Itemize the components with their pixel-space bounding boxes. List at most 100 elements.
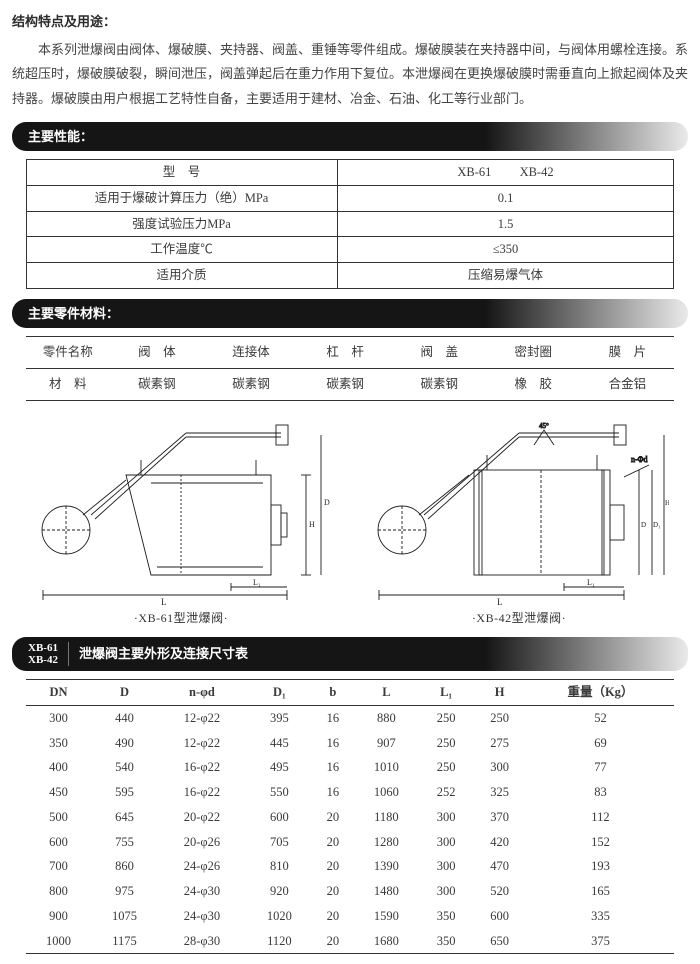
- dims-cell: 12-φ22: [158, 731, 247, 756]
- dims-cell: 755: [92, 830, 158, 855]
- dims-header-cell: DN: [26, 680, 92, 706]
- dims-cell: 350: [26, 731, 92, 756]
- dims-cell: 250: [419, 731, 473, 756]
- dims-header-cell: b: [312, 680, 353, 706]
- dims-cell: 800: [26, 879, 92, 904]
- parts-row2-label: 材 料: [26, 369, 110, 401]
- dims-body: 30044012-φ22395168802502505235049012-φ22…: [26, 705, 675, 954]
- table-row: 60075520-φ26705201280300420152: [26, 830, 675, 855]
- dims-cell: 1180: [353, 805, 419, 830]
- dims-cell: 250: [419, 705, 473, 730]
- dims-cell: 300: [473, 755, 527, 780]
- dims-cell: 16: [312, 780, 353, 805]
- parts-cell: 膜 片: [580, 337, 674, 369]
- dims-cell: 810: [246, 854, 312, 879]
- dims-cell: 370: [473, 805, 527, 830]
- svg-text:45°: 45°: [539, 422, 549, 430]
- dims-cell: 300: [419, 854, 473, 879]
- dims-cell: 490: [92, 731, 158, 756]
- dims-cell: 1020: [246, 904, 312, 929]
- dims-cell: 28-φ30: [158, 929, 247, 954]
- diagram-xb61-caption: ·XB-61型泄爆阀·: [26, 609, 336, 627]
- diagram-xb42-caption: ·XB-42型泄爆阀·: [364, 609, 674, 627]
- dims-cell: 16-φ22: [158, 755, 247, 780]
- dims-cell: 300: [419, 805, 473, 830]
- dims-cell: 335: [526, 904, 674, 929]
- perf-row-value: ≤350: [337, 237, 674, 263]
- banner-dim-prefix-2: XB-42: [28, 654, 58, 666]
- dims-cell: 445: [246, 731, 312, 756]
- perf-row-label: 强度试验压力MPa: [26, 211, 337, 237]
- dims-cell: 300: [419, 830, 473, 855]
- diagrams-row: L L₁ H D ·XB-61型泄爆阀·: [12, 415, 688, 627]
- perf-row-value: 0.1: [337, 185, 674, 211]
- perf-model-1: XB-42: [520, 165, 554, 179]
- dims-header-row: DNDn-φdD₁bLL₁H重量（Kg）: [26, 680, 675, 706]
- dims-header-cell: H: [473, 680, 527, 706]
- dims-cell: 16: [312, 755, 353, 780]
- dims-cell: 16: [312, 705, 353, 730]
- dims-header-cell: D: [92, 680, 158, 706]
- dims-cell: 495: [246, 755, 312, 780]
- parts-row1-label: 零件名称: [26, 337, 110, 369]
- table-row: 70086024-φ26810201390300470193: [26, 854, 675, 879]
- dims-cell: 1280: [353, 830, 419, 855]
- dims-cell: 112: [526, 805, 674, 830]
- diagram-xb61: L L₁ H D ·XB-61型泄爆阀·: [26, 415, 336, 627]
- dims-cell: 20: [312, 904, 353, 929]
- dims-cell: 470: [473, 854, 527, 879]
- dims-cell: 595: [92, 780, 158, 805]
- dims-cell: 250: [473, 705, 527, 730]
- parts-cell: 碳素钢: [298, 369, 392, 401]
- perf-models: XB-61 XB-42: [337, 160, 674, 186]
- dims-cell: 20-φ22: [158, 805, 247, 830]
- dims-cell: 880: [353, 705, 419, 730]
- dims-cell: 250: [419, 755, 473, 780]
- dims-cell: 152: [526, 830, 674, 855]
- dims-cell: 52: [526, 705, 674, 730]
- dims-cell: 350: [419, 904, 473, 929]
- dims-cell: 550: [246, 780, 312, 805]
- parts-cell: 连接体: [204, 337, 298, 369]
- banner-performance: 主要性能：: [12, 122, 688, 152]
- banner-dim-text: 泄爆阀主要外形及连接尺寸表: [79, 644, 248, 664]
- parts-cell: 杠 杆: [298, 337, 392, 369]
- dims-cell: 69: [526, 731, 674, 756]
- dims-cell: 300: [419, 879, 473, 904]
- dims-cell: 20-φ26: [158, 830, 247, 855]
- dims-cell: 16-φ22: [158, 780, 247, 805]
- dims-cell: 20: [312, 929, 353, 954]
- dims-header-cell: L₁: [419, 680, 473, 706]
- dims-cell: 24-φ30: [158, 904, 247, 929]
- structure-paragraph: 本系列泄爆阀由阀体、爆破膜、夹持器、阀盖、重锤等零件组成。爆破膜装在夹持器中间，…: [12, 38, 688, 112]
- svg-text:H: H: [665, 499, 669, 507]
- diagram-xb42-svg: 45° n-Φd: [369, 415, 669, 605]
- svg-text:D₁: D₁: [653, 521, 661, 529]
- table-row: 40054016-φ2249516101025030077: [26, 755, 675, 780]
- dims-cell: 1075: [92, 904, 158, 929]
- parts-cell: 阀 盖: [392, 337, 486, 369]
- parts-cell: 碳素钢: [110, 369, 204, 401]
- table-row: 50064520-φ22600201180300370112: [26, 805, 675, 830]
- banner-dim-prefix: XB-61 XB-42: [28, 642, 69, 666]
- dims-cell: 1390: [353, 854, 419, 879]
- dims-cell: 252: [419, 780, 473, 805]
- perf-model-0: XB-61: [457, 165, 491, 179]
- dims-cell: 975: [92, 879, 158, 904]
- dims-cell: 600: [473, 904, 527, 929]
- dims-cell: 1175: [92, 929, 158, 954]
- perf-row-label: 工作温度℃: [26, 237, 337, 263]
- svg-text:D: D: [324, 498, 330, 507]
- dims-cell: 1010: [353, 755, 419, 780]
- dims-cell: 900: [26, 904, 92, 929]
- table-row: 30044012-φ223951688025025052: [26, 705, 675, 730]
- dims-cell: 705: [246, 830, 312, 855]
- parts-table: 零件名称 阀 体 连接体 杠 杆 阀 盖 密封圈 膜 片 材 料 碳素钢 碳素钢…: [26, 336, 675, 401]
- dims-cell: 860: [92, 854, 158, 879]
- dims-cell: 520: [473, 879, 527, 904]
- svg-text:L₁: L₁: [587, 578, 595, 587]
- table-row: 80097524-φ30920201480300520165: [26, 879, 675, 904]
- dims-cell: 907: [353, 731, 419, 756]
- table-row: 45059516-φ2255016106025232583: [26, 780, 675, 805]
- dims-cell: 1590: [353, 904, 419, 929]
